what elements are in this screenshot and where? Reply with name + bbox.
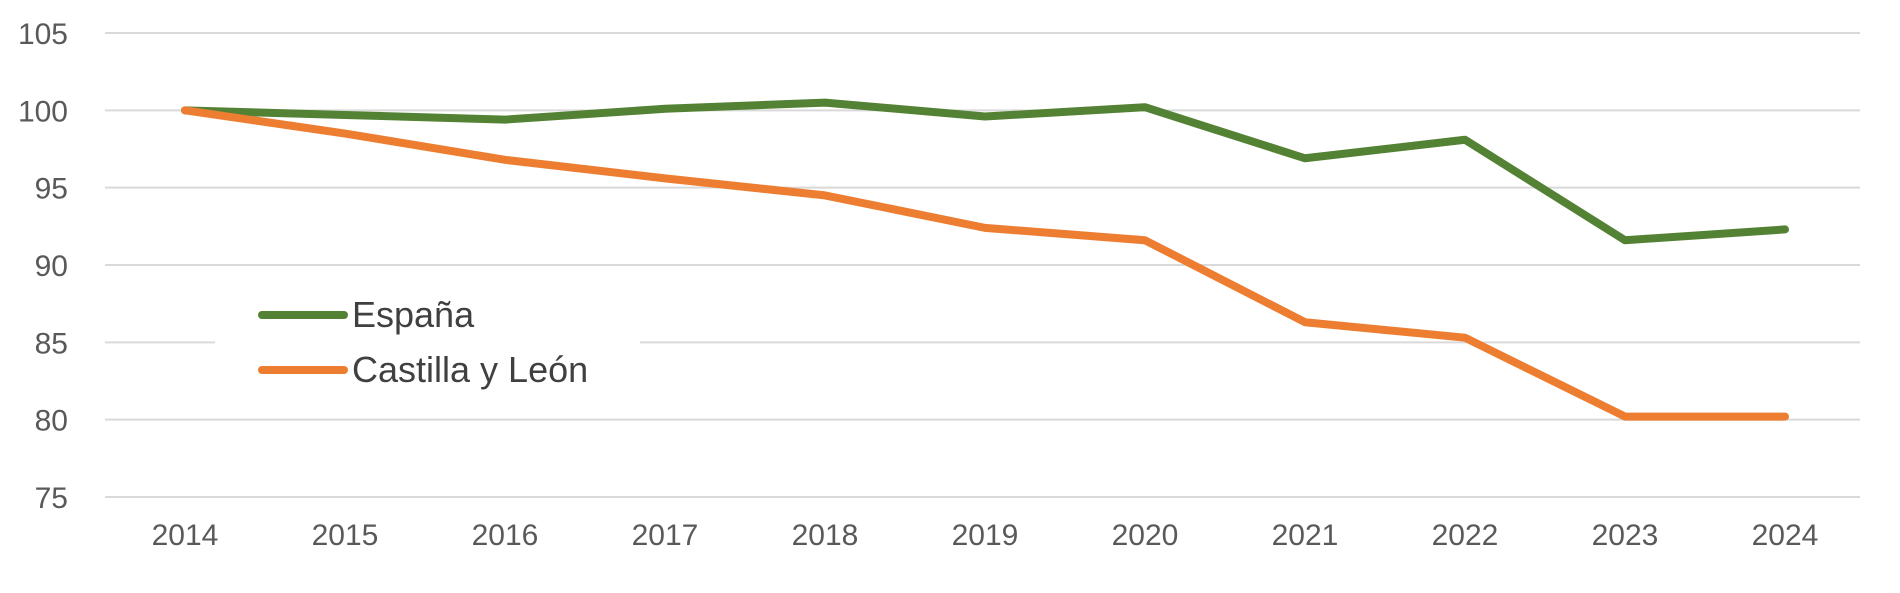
x-tick-label: 2019 <box>952 519 1019 552</box>
y-tick-label: 75 <box>35 482 68 515</box>
x-tick-label: 2017 <box>632 519 699 552</box>
x-tick-label: 2016 <box>472 519 539 552</box>
x-tick-label: 2015 <box>312 519 379 552</box>
x-axis-tick-labels: 2014 2015 2016 2017 2018 2019 2020 2021 2022 2023… <box>152 519 1819 552</box>
x-tick-label: 2020 <box>1112 519 1179 552</box>
series-line-0 <box>181 98 1789 245</box>
y-tick-label: 80 <box>35 405 68 438</box>
y-tick-label: 90 <box>35 250 68 283</box>
x-tick-label: 2018 <box>792 519 859 552</box>
series-lines <box>181 98 1789 421</box>
x-tick-label: 2024 <box>1752 519 1819 552</box>
x-tick-label: 2023 <box>1592 519 1659 552</box>
legend-label-1: Castilla y León <box>352 349 588 390</box>
y-axis-tick-labels: 75 80 85 90 95 100 105 <box>18 18 68 515</box>
y-tick-label: 85 <box>35 327 68 360</box>
legend-label-0: España <box>352 294 475 335</box>
legend-background <box>215 285 640 395</box>
y-tick-label: 105 <box>18 18 68 51</box>
legend: España Castilla y León <box>215 285 640 395</box>
gridlines <box>105 32 1860 498</box>
x-tick-label: 2021 <box>1272 519 1339 552</box>
series-line-1 <box>181 106 1789 421</box>
x-tick-label: 2022 <box>1432 519 1499 552</box>
y-tick-label: 100 <box>18 95 68 128</box>
x-tick-label: 2014 <box>152 519 219 552</box>
y-tick-label: 95 <box>35 173 68 206</box>
